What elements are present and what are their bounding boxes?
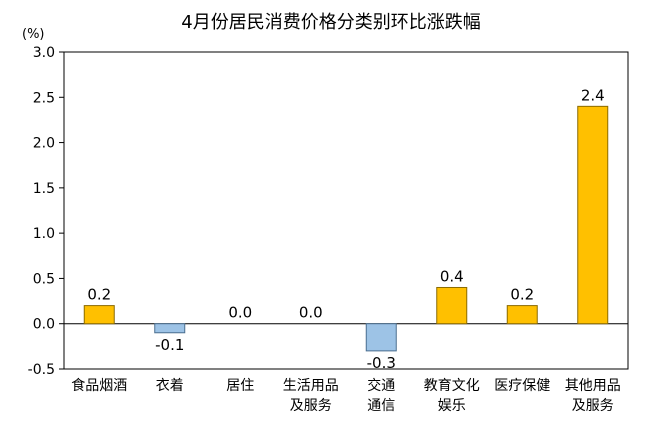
bar (83, 305, 115, 325)
y-tick-label: 0.0 (33, 317, 55, 333)
data-label: 0.0 (299, 304, 323, 322)
y-tick-label: 1.5 (33, 181, 55, 197)
category-label: 其他用品 (565, 378, 621, 394)
y-tick-label: 1.0 (33, 226, 55, 242)
category-label: 衣着 (156, 378, 184, 394)
chart-title: 4月份居民消费价格分类别环比涨跌幅 (181, 12, 480, 33)
category-label: 医疗保健 (494, 378, 550, 394)
y-tick-label: 0.5 (33, 271, 55, 287)
data-label: -0.1 (155, 336, 184, 354)
data-label: -0.3 (367, 354, 396, 372)
bar (506, 305, 538, 325)
plot-border (63, 51, 629, 370)
category-label: 居住 (226, 378, 254, 394)
category-label: 及服务 (290, 398, 332, 414)
category-label: 生活用品 (283, 378, 339, 394)
y-axis-unit: (%) (22, 27, 45, 42)
category-label: 及服务 (572, 398, 614, 414)
category-label: 教育文化 (424, 378, 480, 394)
data-label: 2.4 (581, 86, 605, 104)
y-tick-label: 3.0 (33, 45, 55, 61)
data-label: 0.2 (87, 286, 111, 304)
category-label: 食品烟酒 (71, 377, 127, 394)
plot-area: -0.5 0.0 0.5 1.0 1.5 2.0 2.5 3.0 0.2 食品烟酒 -0.1 衣着 0.… (28, 45, 629, 414)
y-tick-label: 2.5 (33, 90, 55, 106)
data-label: 0.4 (440, 267, 464, 285)
bar (577, 105, 609, 325)
bar (154, 323, 186, 334)
bar (436, 286, 468, 325)
data-label: 0.2 (510, 286, 534, 304)
y-tick-label: 2.0 (33, 136, 55, 152)
y-tick-label: -0.5 (28, 362, 55, 378)
bar (365, 323, 397, 352)
category-label: 娱乐 (438, 398, 466, 414)
category-label: 通信 (367, 398, 395, 414)
category-label: 交通 (367, 377, 395, 394)
data-label: 0.0 (228, 304, 252, 322)
